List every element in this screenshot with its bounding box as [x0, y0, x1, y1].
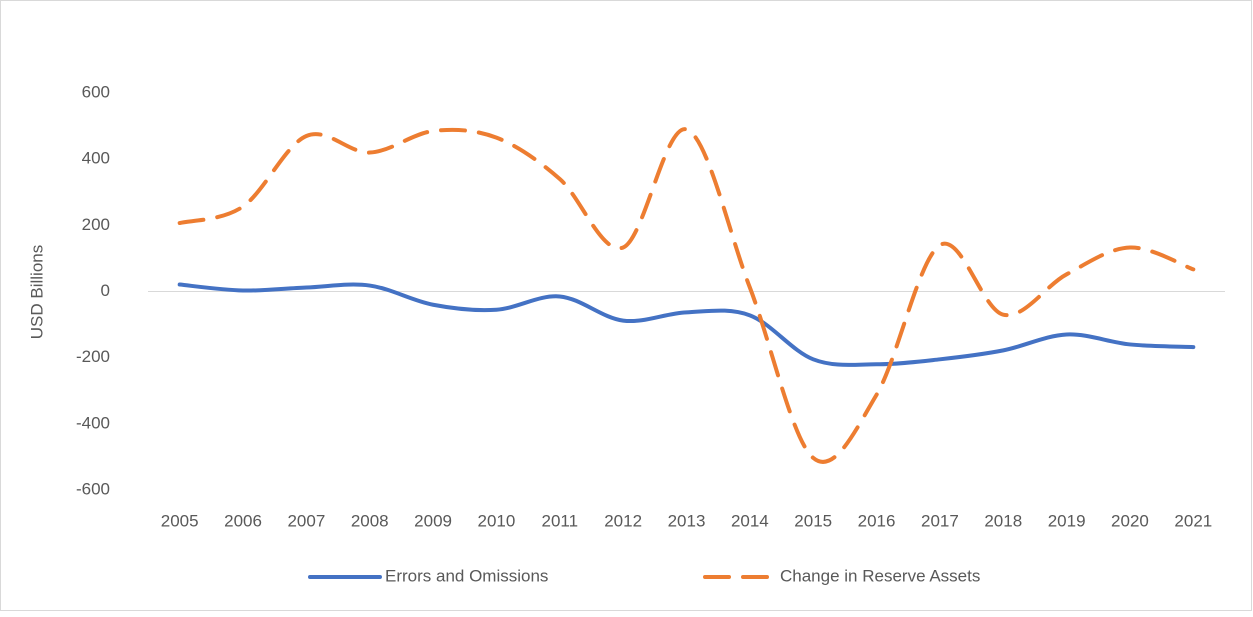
x-tick-label: 2020 — [1111, 511, 1149, 530]
x-tick-label: 2014 — [731, 511, 769, 530]
line-series — [177, 127, 1196, 464]
y-tick-label: 200 — [82, 215, 110, 234]
x-tick-label: 2019 — [1048, 511, 1086, 530]
y-axis-label: USD Billions — [27, 245, 46, 339]
legend-label: Errors and Omissions — [385, 566, 548, 585]
line-series — [177, 282, 1196, 367]
y-tick-label: -600 — [76, 479, 110, 498]
x-tick-label: 2015 — [794, 511, 832, 530]
x-tick-label: 2009 — [414, 511, 452, 530]
y-tick-label: -200 — [76, 347, 110, 366]
x-tick-label: 2021 — [1174, 511, 1212, 530]
y-tick-label: 400 — [82, 149, 110, 168]
x-tick-label: 2017 — [921, 511, 959, 530]
x-tick-label: 2012 — [604, 511, 642, 530]
legend-label: Change in Reserve Assets — [780, 566, 980, 585]
x-tick-label: 2006 — [224, 511, 262, 530]
x-tick-label: 2008 — [351, 511, 389, 530]
x-tick-label: 2011 — [542, 511, 579, 530]
x-tick-label: 2010 — [478, 511, 516, 530]
x-tick-label: 2013 — [668, 511, 706, 530]
y-tick-label: 0 — [101, 281, 110, 300]
x-tick-label: 2005 — [161, 511, 199, 530]
x-tick-label: 2018 — [984, 511, 1022, 530]
y-tick-label: -400 — [76, 413, 110, 432]
y-tick-label: 600 — [82, 82, 110, 101]
x-tick-label: 2007 — [287, 511, 325, 530]
x-tick-label: 2016 — [858, 511, 896, 530]
